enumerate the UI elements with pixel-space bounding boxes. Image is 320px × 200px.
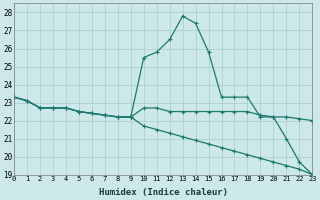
X-axis label: Humidex (Indice chaleur): Humidex (Indice chaleur) xyxy=(99,188,228,197)
